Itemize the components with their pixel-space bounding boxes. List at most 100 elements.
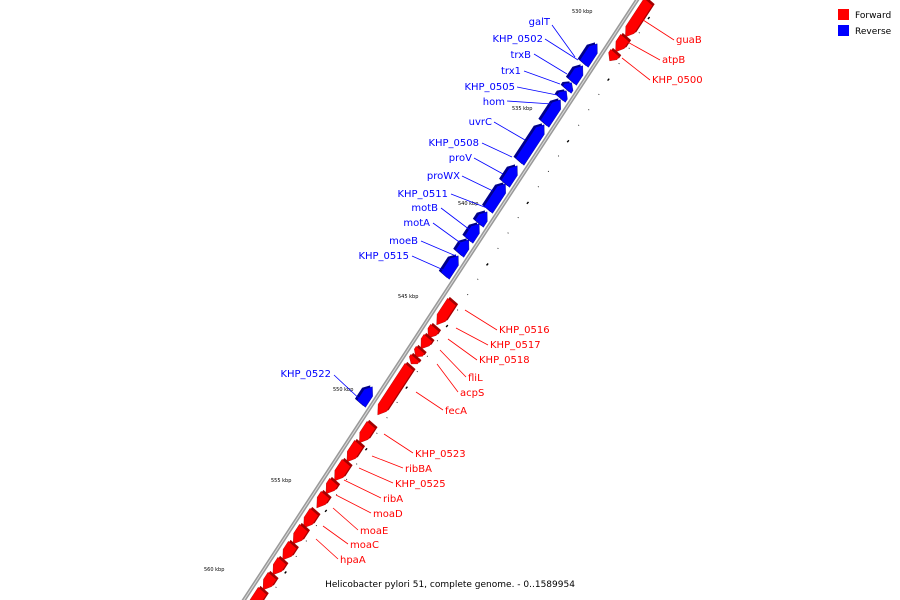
forward-gene[interactable] xyxy=(303,507,319,529)
forward-gene[interactable] xyxy=(316,490,330,509)
reverse-gene[interactable] xyxy=(562,82,574,94)
minor-tick xyxy=(436,340,439,342)
gene-label-group[interactable]: moaC xyxy=(322,525,379,551)
gene-label: KHP_0525 xyxy=(395,479,446,490)
minor-tick xyxy=(618,62,620,65)
gene-label: guaB xyxy=(676,35,702,46)
gene-label-group[interactable]: KHP_0517 xyxy=(455,327,541,351)
gene-label-group[interactable]: KHP_0522 xyxy=(280,369,366,405)
reverse-gene[interactable] xyxy=(474,211,488,228)
gene-label-group[interactable]: fecA xyxy=(415,391,467,417)
gene-label-group[interactable]: moeB xyxy=(389,236,457,257)
minor-tick xyxy=(305,540,307,542)
leader-line xyxy=(523,70,561,85)
major-tick xyxy=(284,571,287,574)
gene-label-group[interactable]: KHP_0505 xyxy=(464,82,558,96)
leader-line xyxy=(420,240,457,257)
reverse-gene[interactable] xyxy=(556,90,568,103)
reverse-gene[interactable] xyxy=(464,223,480,244)
minor-tick xyxy=(456,309,459,311)
reverse-gene[interactable] xyxy=(540,99,561,128)
gene-label-group[interactable]: KHP_0523 xyxy=(383,433,466,460)
leader-line xyxy=(455,327,489,346)
gene-label-group[interactable]: KHP_0525 xyxy=(358,467,446,490)
leader-line xyxy=(415,391,444,411)
forward-gene[interactable] xyxy=(608,48,620,62)
minor-tick xyxy=(275,586,277,588)
forward-gene[interactable] xyxy=(414,345,425,358)
gene-label-group[interactable]: KHP_0500 xyxy=(621,57,703,86)
reverse-gene[interactable] xyxy=(440,255,459,280)
forward-gene[interactable] xyxy=(262,571,277,591)
minor-tick xyxy=(537,186,539,188)
tick-label: 530 kbp xyxy=(572,9,592,15)
gene-label-group[interactable]: KHP_0516 xyxy=(464,309,550,336)
minor-tick xyxy=(588,109,590,111)
gene-label-group[interactable]: hpaA xyxy=(315,538,366,566)
gene-label-group[interactable]: ribBA xyxy=(371,455,432,475)
gene-label-group[interactable]: KHP_0508 xyxy=(428,138,513,158)
reverse-gene[interactable] xyxy=(455,239,470,258)
gene-label-group[interactable]: galT xyxy=(529,17,576,58)
forward-gene[interactable] xyxy=(436,297,457,326)
forward-gene[interactable] xyxy=(409,353,420,365)
forward-gene[interactable] xyxy=(625,0,653,38)
forward-gene[interactable] xyxy=(292,523,309,545)
legend-reverse[interactable]: Reverse xyxy=(838,25,892,37)
minor-tick xyxy=(345,478,348,481)
forward-gene[interactable] xyxy=(282,540,297,561)
reverse-gene[interactable] xyxy=(501,165,518,188)
leader-line xyxy=(639,17,675,41)
gene-label-group[interactable]: trxB xyxy=(510,50,568,75)
reverse-gene[interactable] xyxy=(579,43,598,68)
major-tick xyxy=(445,324,449,328)
legend-forward[interactable]: Forward xyxy=(838,9,891,21)
forward-gene[interactable] xyxy=(249,586,267,600)
gene-label-group[interactable]: acpS xyxy=(436,363,484,399)
gene-label-group[interactable]: atpB xyxy=(623,39,685,66)
leader-line xyxy=(335,494,372,514)
gene-label: KHP_0516 xyxy=(499,325,550,336)
forward-gene[interactable] xyxy=(420,333,433,350)
gene-label-group[interactable]: KHP_0518 xyxy=(447,338,530,366)
gene-label-group[interactable]: ribA xyxy=(343,479,403,505)
forward-gene[interactable] xyxy=(377,362,414,416)
gene-label-group[interactable]: motA xyxy=(403,218,463,245)
leader-line xyxy=(411,255,449,273)
gene-label-group[interactable]: fliL xyxy=(439,349,483,384)
forward-gene[interactable] xyxy=(427,323,440,339)
gene-track xyxy=(249,0,655,600)
gene-label-group[interactable]: proWX xyxy=(427,171,494,192)
gene-label-group[interactable]: moaD xyxy=(335,494,403,520)
gene-label: KHP_0502 xyxy=(492,34,543,45)
reverse-gene[interactable] xyxy=(567,65,584,86)
forward-gene[interactable] xyxy=(615,33,630,53)
forward-gene[interactable] xyxy=(346,439,364,463)
minor-tick xyxy=(416,370,418,373)
forward-gene[interactable] xyxy=(359,420,376,444)
gene-label: moeB xyxy=(389,236,418,247)
gene-label-group[interactable]: trx1 xyxy=(501,66,561,85)
gene-label-group[interactable]: uvrC xyxy=(469,117,526,141)
forward-gene[interactable] xyxy=(334,458,351,482)
gene-label-group[interactable]: guaB xyxy=(639,17,702,46)
gene-label-group[interactable]: motB xyxy=(411,203,471,231)
gene-label-group[interactable]: KHP_0502 xyxy=(492,34,579,61)
gene-label-group[interactable]: hom xyxy=(483,97,553,108)
leader-line xyxy=(551,24,576,58)
gene-label-group[interactable]: KHP_0515 xyxy=(358,251,449,273)
gene-label: moaC xyxy=(350,540,379,551)
forward-gene[interactable] xyxy=(325,477,339,495)
reverse-gene[interactable] xyxy=(515,124,545,166)
minor-tick xyxy=(396,401,398,404)
gene-label: proWX xyxy=(427,171,460,182)
gene-label-group[interactable]: proV xyxy=(449,153,504,175)
gene-label-group[interactable]: moaE xyxy=(332,507,388,537)
legend-reverse-label: Reverse xyxy=(855,27,892,37)
forward-gene[interactable] xyxy=(272,556,287,576)
leader-line xyxy=(544,38,579,61)
reverse-gene[interactable] xyxy=(356,386,373,408)
gene-label: proV xyxy=(449,153,472,164)
gene-label-group[interactable]: KHP_0511 xyxy=(397,189,488,209)
